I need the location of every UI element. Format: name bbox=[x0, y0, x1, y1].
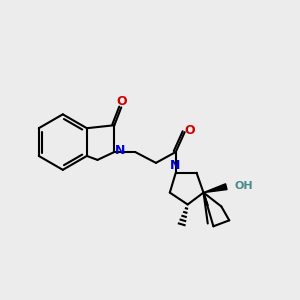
Text: O: O bbox=[184, 124, 195, 137]
Text: O: O bbox=[116, 95, 127, 108]
Text: N: N bbox=[115, 145, 125, 158]
Text: N: N bbox=[169, 159, 180, 172]
Polygon shape bbox=[203, 184, 227, 193]
Text: OH: OH bbox=[234, 181, 253, 191]
